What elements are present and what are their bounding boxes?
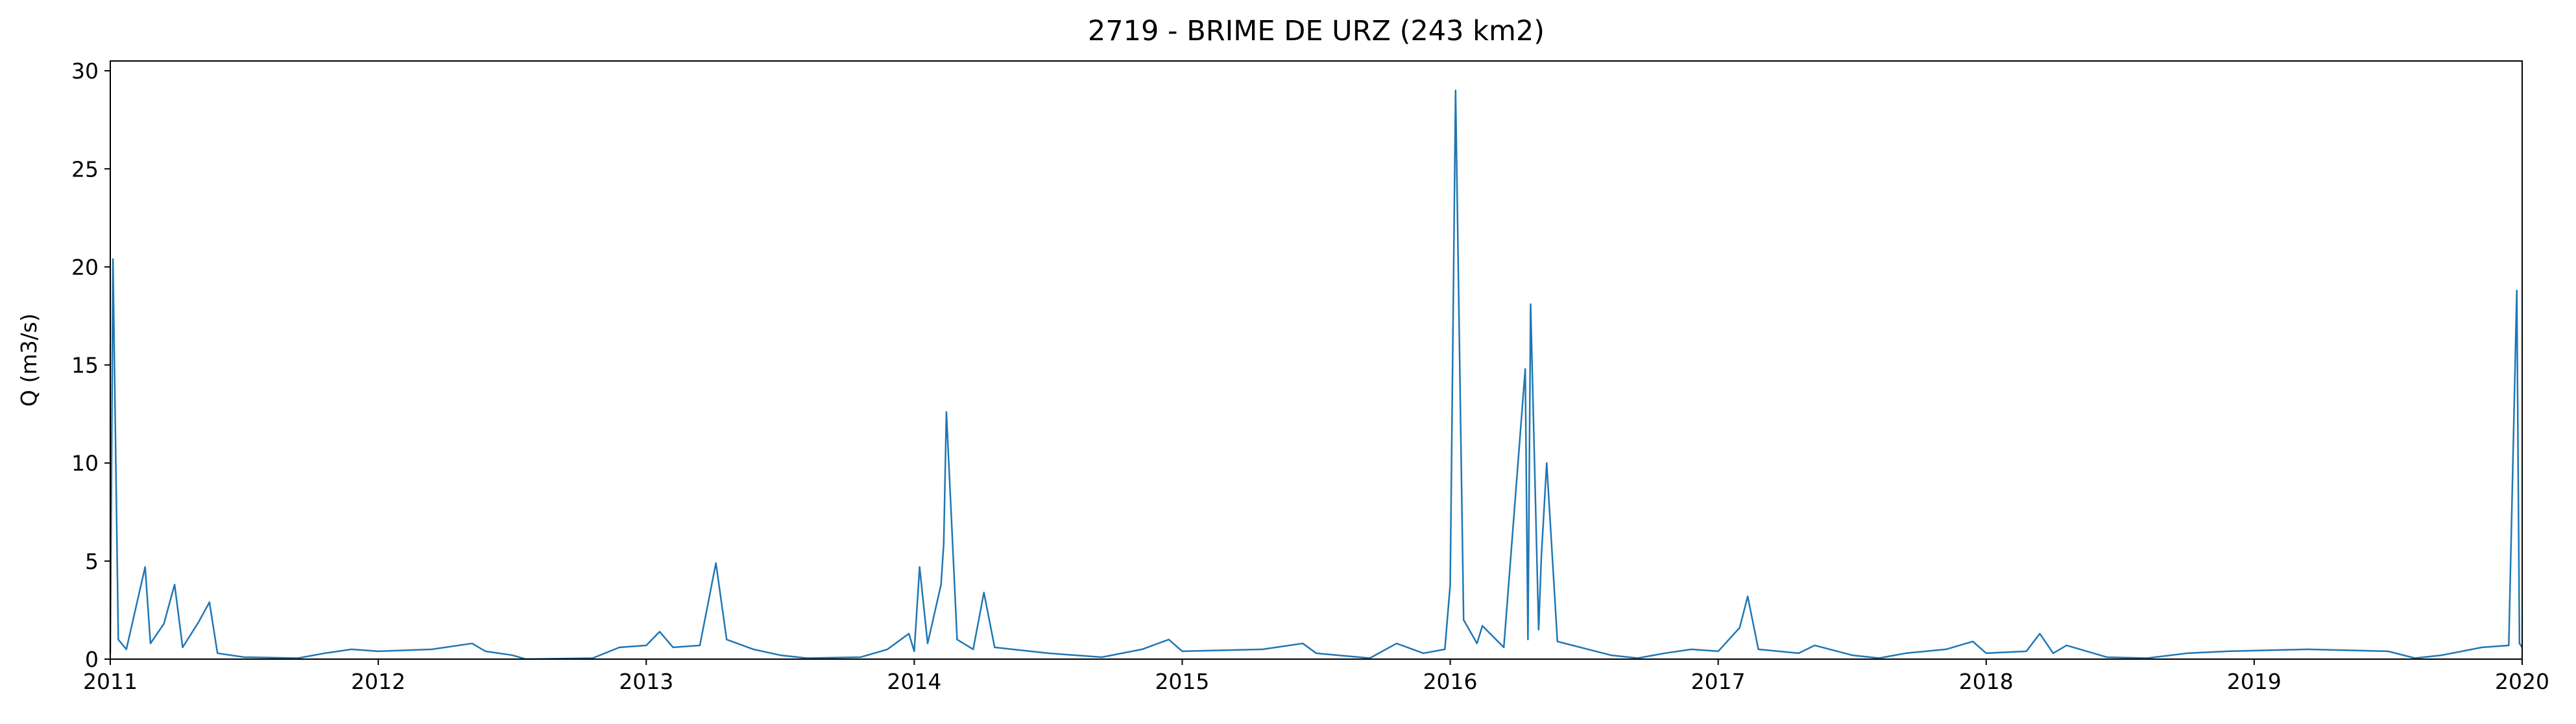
x-tick-label: 2013 [619, 669, 673, 694]
y-tick-label: 15 [71, 353, 99, 378]
x-tick-label: 2019 [2227, 669, 2281, 694]
x-tick-label: 2016 [1423, 669, 1478, 694]
y-tick-label: 20 [71, 254, 99, 280]
x-tick-label: 2014 [887, 669, 941, 694]
plot-frame [110, 60, 2523, 660]
y-axis-label: Q (m3/s) [16, 313, 42, 407]
x-tick-label: 2015 [1155, 669, 1209, 694]
x-tick-label: 2017 [1691, 669, 1746, 694]
y-tick-label: 25 [71, 156, 99, 182]
y-tick-label: 30 [71, 58, 99, 84]
x-tick-label: 2011 [83, 669, 138, 694]
y-tick-label: 0 [85, 647, 99, 672]
y-tick-label: 10 [71, 451, 99, 476]
data-line [109, 90, 2523, 660]
x-tick-label: 2018 [1959, 669, 2014, 694]
chart-title: 2719 - BRIME DE URZ (243 km2) [1088, 15, 1545, 47]
x-tick-label: 2020 [2495, 669, 2549, 694]
x-tick-label: 2012 [351, 669, 405, 694]
y-tick-label: 5 [85, 549, 99, 574]
